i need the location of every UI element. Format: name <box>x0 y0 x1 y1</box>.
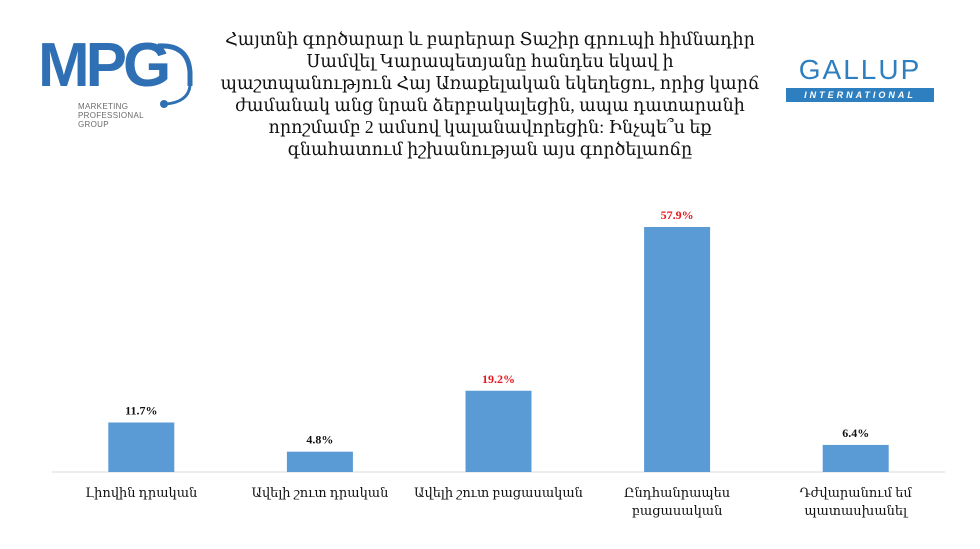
gallup-logo: GALLUP INTERNATIONAL <box>786 54 934 106</box>
gallup-logo-subtitle: INTERNATIONAL <box>786 88 934 102</box>
category-label-line: Ընդհանրապես <box>624 485 730 500</box>
title-line: Հայտնի գործարար և բարերար Տաշիր գրուպի հ… <box>225 29 755 49</box>
gallup-logo-text: GALLUP <box>798 54 922 85</box>
title-line: ժամանակ անց նրան ձերբակալեցին, ապա դատար… <box>235 95 745 115</box>
title-line: գնահատում իշխանության այս գործելաոճը <box>287 139 693 159</box>
chart-title: Հայտնի գործարար և բարերար Տաշիր գրուպի հ… <box>215 28 765 160</box>
category-label-line: բացասական <box>632 503 723 518</box>
category-label-line: Լիովին դրական <box>85 485 197 500</box>
mpg-tagline-line: MARKETING <box>78 102 129 111</box>
mpg-tagline-line: GROUP <box>78 120 109 129</box>
title-line: պաշտպանություն Հայ Առաքելական եկեղեցու, … <box>220 73 760 93</box>
title-line: Սամվել Կարապետյանը հանդես եկավ ի <box>306 51 674 71</box>
category-label-line: պատասխանել <box>804 503 909 518</box>
bar <box>822 444 889 472</box>
category-label: Ավելի շուտ դրական <box>251 485 388 500</box>
category-label-line: Ավելի շուտ բացասական <box>414 485 583 500</box>
mpg-logo-text: MPG <box>38 31 171 100</box>
bar <box>465 390 532 472</box>
mpg-logo: MPG MARKETING PROFESSIONAL GROUP <box>38 31 198 136</box>
data-label: 57.9% <box>661 208 694 222</box>
category-label: Ընդհանրապես բացասական <box>624 485 730 518</box>
mpg-tagline: MARKETING PROFESSIONAL GROUP <box>78 102 144 129</box>
bar <box>108 422 175 472</box>
bar <box>644 227 711 472</box>
data-label: 19.2% <box>482 372 515 386</box>
headset-icon <box>157 43 193 108</box>
title-line: որոշմամբ 2 ամսով կալանավորեցին: Ինչպե՞ս … <box>268 117 712 137</box>
category-label: Ավելի շուտ բացասական <box>414 485 583 500</box>
data-label: 11.7% <box>125 403 157 417</box>
category-label: Լիովին դրական <box>85 485 197 500</box>
bar <box>286 451 353 472</box>
category-label: Դժվարանում եմ պատասխանել <box>800 485 913 518</box>
data-label: 6.4% <box>842 426 869 440</box>
mpg-tagline-line: PROFESSIONAL <box>78 111 144 120</box>
data-label: 4.8% <box>306 433 333 447</box>
category-label-line: Ավելի շուտ դրական <box>251 485 388 500</box>
category-label-line: Դժվարանում եմ <box>800 485 913 500</box>
